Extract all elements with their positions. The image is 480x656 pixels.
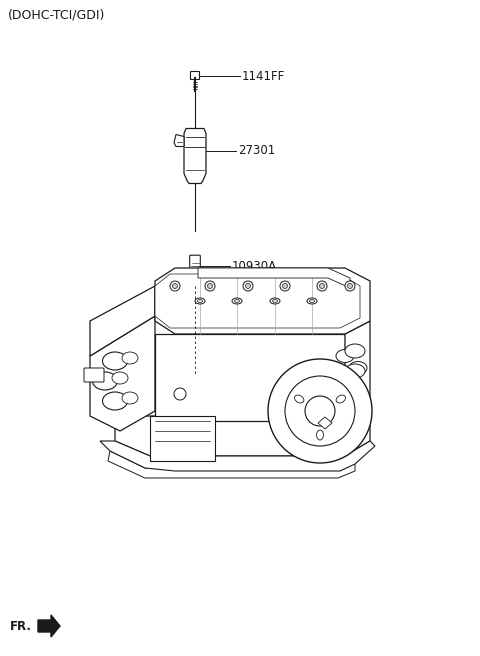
Circle shape	[205, 281, 215, 291]
Circle shape	[283, 283, 288, 289]
Circle shape	[345, 281, 355, 291]
Circle shape	[320, 283, 324, 289]
Circle shape	[243, 281, 253, 291]
Circle shape	[245, 283, 251, 289]
Ellipse shape	[316, 430, 324, 440]
Circle shape	[172, 283, 178, 289]
Text: 10930A: 10930A	[231, 260, 276, 272]
Ellipse shape	[197, 300, 203, 302]
Ellipse shape	[232, 298, 242, 304]
Ellipse shape	[112, 372, 128, 384]
Ellipse shape	[333, 392, 351, 405]
Text: 27301: 27301	[238, 144, 275, 157]
Ellipse shape	[345, 344, 365, 358]
Ellipse shape	[195, 298, 205, 304]
FancyBboxPatch shape	[190, 255, 200, 277]
Ellipse shape	[349, 361, 367, 375]
Polygon shape	[90, 316, 155, 431]
Ellipse shape	[310, 300, 314, 302]
Polygon shape	[90, 286, 155, 356]
Polygon shape	[155, 334, 345, 421]
Text: FR.: FR.	[10, 619, 32, 632]
Polygon shape	[198, 268, 350, 288]
Circle shape	[317, 281, 327, 291]
Polygon shape	[155, 268, 370, 334]
Circle shape	[305, 396, 335, 426]
Ellipse shape	[122, 352, 138, 364]
Ellipse shape	[336, 350, 354, 363]
Polygon shape	[345, 321, 370, 421]
Ellipse shape	[273, 300, 277, 302]
Circle shape	[170, 281, 180, 291]
Polygon shape	[184, 129, 206, 184]
Ellipse shape	[270, 298, 280, 304]
Circle shape	[285, 376, 355, 446]
Ellipse shape	[341, 380, 359, 392]
Ellipse shape	[103, 352, 128, 370]
Polygon shape	[38, 615, 60, 637]
FancyBboxPatch shape	[191, 72, 200, 79]
Ellipse shape	[307, 298, 317, 304]
Polygon shape	[115, 404, 370, 456]
Ellipse shape	[345, 364, 365, 378]
Ellipse shape	[345, 401, 365, 415]
Circle shape	[280, 281, 290, 291]
Polygon shape	[174, 134, 184, 146]
Polygon shape	[318, 417, 332, 429]
Ellipse shape	[336, 395, 346, 403]
Polygon shape	[155, 274, 360, 328]
Circle shape	[174, 388, 186, 400]
Circle shape	[348, 283, 352, 289]
FancyBboxPatch shape	[84, 368, 104, 382]
Polygon shape	[108, 451, 355, 478]
Circle shape	[268, 359, 372, 463]
Text: (DOHC-TCI/GDI): (DOHC-TCI/GDI)	[8, 8, 106, 21]
Ellipse shape	[235, 300, 240, 302]
Ellipse shape	[295, 395, 304, 403]
Ellipse shape	[122, 392, 138, 404]
Polygon shape	[150, 416, 215, 461]
Ellipse shape	[103, 392, 128, 410]
Circle shape	[207, 283, 213, 289]
Ellipse shape	[345, 382, 365, 396]
Polygon shape	[100, 441, 375, 471]
Ellipse shape	[93, 372, 118, 390]
Text: 1141FF: 1141FF	[242, 70, 285, 83]
